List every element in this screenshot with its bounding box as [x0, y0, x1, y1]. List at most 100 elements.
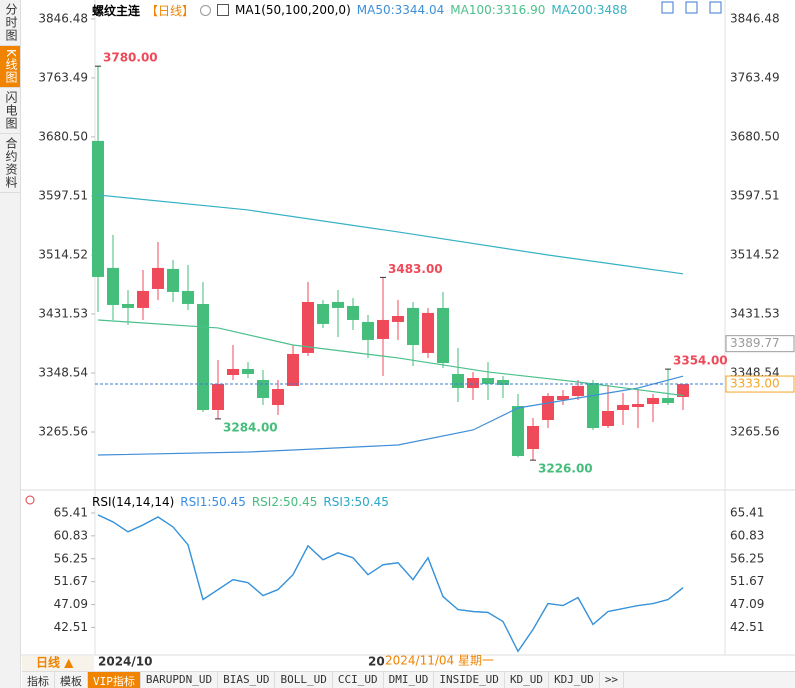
period-button-bg: [22, 656, 94, 671]
price-marker-box: [725, 375, 795, 393]
candle-body: [362, 321, 374, 340]
footer-tab[interactable]: 指标: [22, 672, 55, 688]
candle-body: [287, 353, 299, 386]
candle-body: [407, 307, 419, 346]
candle-body: [527, 426, 539, 450]
y-tick-label: 3597.51: [38, 188, 88, 202]
y-tick-label-right: 3763.49: [730, 70, 780, 84]
footer-tab[interactable]: BOLL_UD: [275, 672, 333, 688]
period-button[interactable]: 日线 ▲: [36, 655, 74, 670]
indicator-icon[interactable]: [217, 4, 230, 16]
candle-body: [647, 397, 659, 405]
footer-tab[interactable]: BIAS_UD: [218, 672, 276, 688]
y-tick-label-right: 56.25: [730, 551, 764, 565]
footer-tab[interactable]: 模板: [55, 672, 88, 688]
y-tick-label: 3680.50: [38, 129, 88, 143]
rsi-line: [97, 514, 684, 653]
y-tick-label-right: 3680.50: [730, 129, 780, 143]
footer-tab[interactable]: INSIDE_UD: [434, 672, 505, 688]
y-tick-label-right: 60.83: [730, 528, 764, 542]
indicator: MA1(50,100,200,0): [235, 3, 351, 17]
candle-body: [317, 303, 329, 324]
footer-tab[interactable]: >>: [600, 672, 625, 688]
legend-entry: RSI2:50.45: [251, 495, 318, 509]
candle-body: [437, 307, 449, 363]
candle-body: [512, 406, 524, 457]
y-tick-label: 3846.48: [38, 11, 88, 25]
rsi-line: [97, 514, 684, 653]
candle-body: [167, 268, 179, 292]
ma-line: [97, 375, 684, 456]
price-marker-label: 3389.77: [730, 336, 780, 350]
y-tick-label: 56.25: [54, 551, 88, 565]
candle-body: [677, 384, 689, 397]
y-tick-label-right: 3846.48: [730, 11, 780, 25]
candle-body: [92, 140, 104, 277]
footer-tab[interactable]: DMI_UD: [384, 672, 435, 688]
candle-body: [347, 305, 359, 320]
y-tick-label-right: 65.41: [730, 505, 764, 519]
footer-tab[interactable]: CCI_UD: [333, 672, 384, 688]
chart-header: 螺纹主连 【日线】 MA1(50,100,200,0) MA50:3344.04…: [92, 1, 627, 19]
rsi-line: [97, 514, 684, 653]
candle-body: [152, 267, 164, 289]
y-tick-label: 3348.54: [38, 365, 88, 379]
y-tick-label-right: 3265.56: [730, 425, 780, 439]
legend-entry: MA50:3344.04: [356, 3, 445, 17]
y-tick-label-right: 47.09: [730, 597, 764, 611]
annotation-label: 3284.00: [223, 420, 278, 434]
candle-body: [572, 385, 584, 396]
footer-tab[interactable]: VIP指标: [88, 672, 141, 688]
price-marker-box: [725, 335, 795, 353]
y-tick-label: 3763.49: [38, 70, 88, 84]
sidebar: 分时图 K线图 闪电图 合约资料: [0, 0, 21, 688]
annotation-label: 3354.00: [673, 354, 728, 368]
ma-line: [97, 319, 684, 397]
footer-tab[interactable]: KD_UD: [505, 672, 550, 688]
y-tick-label: 60.83: [54, 528, 88, 542]
candle-body: [257, 379, 269, 398]
y-tick-label-right: 42.51: [730, 620, 764, 634]
candle-body: [617, 405, 629, 410]
toolbar-icon: [661, 1, 674, 14]
candle-body: [212, 383, 224, 410]
candle-body: [242, 368, 254, 375]
candle-body: [542, 395, 554, 421]
footer-tab[interactable]: KDJ_UD: [549, 672, 600, 688]
y-tick-label-right: 51.67: [730, 574, 764, 588]
sidebar-tab[interactable]: 闪电图: [0, 88, 20, 134]
candle-body: [422, 312, 434, 353]
y-tick-label-right: 3431.53: [730, 306, 780, 320]
sidebar-tab-active[interactable]: K线图: [0, 46, 20, 88]
y-tick-label: 47.09: [54, 597, 88, 611]
candle-body: [107, 267, 119, 305]
legend-entry: MA100:3316.90: [450, 3, 546, 17]
candle-body: [377, 319, 389, 339]
y-tick-label: 3265.56: [38, 425, 88, 439]
settings-icon: [25, 495, 35, 505]
candle-body: [452, 374, 464, 389]
legend-entry: RSI1:50.45: [180, 495, 246, 509]
candle-body: [197, 303, 209, 410]
y-tick-label-right: 3597.51: [730, 188, 780, 202]
add-icon[interactable]: [200, 4, 212, 16]
sidebar-tab[interactable]: 分时图: [0, 0, 20, 46]
candle-body: [497, 379, 509, 385]
candle-body: [182, 290, 194, 304]
crosshair-date: 2024/11/04 星期一: [385, 654, 494, 668]
y-tick-label: 3431.53: [38, 306, 88, 320]
candle-body: [332, 301, 344, 308]
footer-tab[interactable]: BARUPDN_UD: [141, 672, 219, 688]
annotation-label: 3780.00: [103, 51, 158, 65]
annotation-label: 3226.00: [538, 462, 593, 476]
annotation-label: 3483.00: [388, 262, 443, 276]
sidebar-tab[interactable]: 合约资料: [0, 134, 20, 193]
ma-line: [97, 194, 684, 275]
candle-body: [557, 395, 569, 400]
y-tick-label: 42.51: [54, 620, 88, 634]
candle-body: [602, 410, 614, 426]
period[interactable]: 【日线】: [146, 3, 195, 18]
candle-body: [632, 404, 644, 408]
toolbar-icon: [685, 1, 698, 14]
